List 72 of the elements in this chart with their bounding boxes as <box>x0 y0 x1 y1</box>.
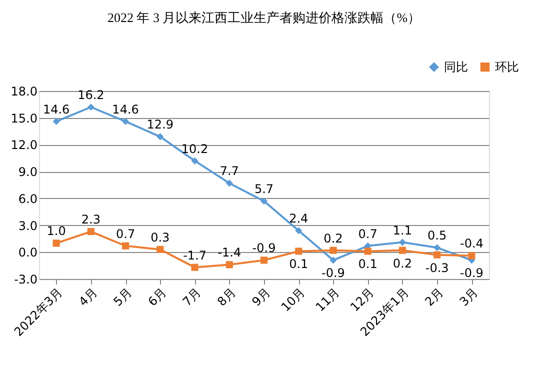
data-label: 0.2 <box>324 231 343 246</box>
point <box>330 256 337 264</box>
point <box>398 246 406 254</box>
point <box>330 246 337 254</box>
y-tick-label: 9.0 <box>18 165 38 180</box>
point <box>226 261 233 268</box>
data-label: -0.4 <box>460 236 484 251</box>
x-tick-label: 9月 <box>249 285 273 309</box>
data-label: 0.2 <box>392 256 412 270</box>
y-tick-label: -3.0 <box>14 272 38 286</box>
point <box>434 244 441 252</box>
y-tick-label: 6.0 <box>18 192 38 206</box>
data-label: -1.4 <box>218 246 242 260</box>
point <box>52 240 60 247</box>
y-tick-label: 0.0 <box>18 246 38 260</box>
data-label: 10.2 <box>181 142 208 156</box>
legend-label: 同比 <box>444 60 468 74</box>
data-label: 2.4 <box>289 212 308 226</box>
y-tick-label: 18.0 <box>10 84 38 98</box>
point <box>191 264 198 271</box>
data-label: -1.7 <box>183 248 206 262</box>
data-label: -0.9 <box>252 241 276 256</box>
data-label: 1.0 <box>46 224 66 238</box>
data-label: 2.3 <box>81 212 100 227</box>
x-tick-label: 4月 <box>76 285 100 309</box>
chart-title: 2022 年 3 月以来江西工业生产者购进价格涨跌幅（%） <box>107 10 421 25</box>
point <box>122 118 130 125</box>
point <box>295 227 302 234</box>
point <box>191 157 198 164</box>
point <box>122 242 130 250</box>
data-label: 12.9 <box>146 118 174 132</box>
point <box>87 104 94 111</box>
data-label: 7.7 <box>220 164 239 178</box>
x-tick-label: 10月 <box>278 285 308 314</box>
data-label: -0.9 <box>322 266 345 280</box>
x-tick-label: 5月 <box>110 285 135 309</box>
point <box>156 246 164 253</box>
legend-label: 环比 <box>495 60 519 74</box>
point <box>260 198 268 205</box>
point <box>260 256 268 264</box>
data-label: 1.1 <box>392 223 412 238</box>
data-label: -0.9 <box>460 266 484 280</box>
point <box>398 238 406 246</box>
point <box>364 248 372 255</box>
data-label: -0.3 <box>425 260 449 275</box>
y-tick-label: 3.0 <box>18 218 38 233</box>
data-label: 14.6 <box>42 102 70 116</box>
data-label: 5.7 <box>254 182 274 196</box>
data-label: 16.2 <box>78 88 104 102</box>
y-tick-label: 12.0 <box>10 138 38 152</box>
data-label: 14.6 <box>112 102 139 116</box>
data-label: 0.1 <box>358 257 378 272</box>
y-tick-label: 15.0 <box>10 111 38 126</box>
data-label: 0.7 <box>358 226 378 241</box>
data-label: 0.3 <box>150 230 170 244</box>
point <box>156 133 164 140</box>
x-tick-label: 2月 <box>422 285 446 309</box>
point <box>52 118 60 125</box>
point <box>295 248 302 255</box>
data-label: 0.1 <box>289 257 308 272</box>
point <box>226 180 233 187</box>
x-tick-label: 8月 <box>214 285 238 309</box>
point <box>468 252 476 260</box>
point <box>434 251 441 258</box>
x-tick-label: 7月 <box>180 285 204 309</box>
x-tick-label: 3月 <box>456 285 481 309</box>
data-label: 0.7 <box>116 226 136 241</box>
x-tick-label: 12月 <box>348 285 377 314</box>
point <box>87 228 94 236</box>
x-tick-label: 6月 <box>145 285 170 309</box>
x-tick-label: 11月 <box>313 285 342 314</box>
data-label: 0.5 <box>428 228 447 243</box>
